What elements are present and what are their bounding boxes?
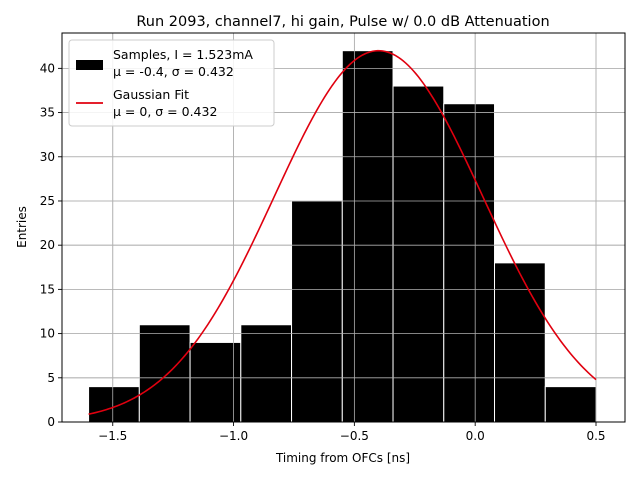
legend-fit-label: Gaussian Fit — [113, 87, 189, 102]
histogram-bar — [544, 386, 597, 423]
y-axis-ticks: 0 5 10 15 20 25 30 35 40 — [40, 61, 62, 429]
legend: Samples, I = 1.523mA μ = -0.4, σ = 0.432… — [68, 39, 275, 127]
plot-frame — [61, 32, 626, 423]
y-axis-label: Entries — [15, 206, 29, 248]
x-axis-label: Timing from OFCs [ns] — [275, 451, 410, 465]
histogram-bar — [240, 324, 293, 423]
histogram-bar — [341, 50, 394, 423]
histogram-bar — [88, 386, 140, 423]
x-tick-label: 0.0 — [466, 429, 485, 443]
y-tick-label: 15 — [40, 282, 55, 296]
x-tick-label: −0.5 — [340, 429, 369, 443]
y-tick-label: 25 — [40, 194, 55, 208]
histogram-bar — [443, 103, 496, 423]
histogram-bar — [494, 262, 546, 423]
x-axis-ticks: −1.5 −1.0 −0.5 0.0 0.5 — [98, 422, 606, 443]
histogram-bar — [138, 324, 191, 423]
legend-box — [68, 39, 275, 127]
x-tick-label: −1.5 — [98, 429, 127, 443]
y-tick-label: 10 — [40, 327, 55, 341]
y-tick-label: 30 — [40, 150, 55, 164]
legend-samples-patch — [76, 60, 103, 70]
legend-fit-stats: μ = 0, σ = 0.432 — [113, 104, 217, 119]
x-tick-label: −1.0 — [219, 429, 248, 443]
gaussian-fit-curve — [88, 49, 597, 415]
legend-samples-label: Samples, I = 1.523mA — [113, 47, 253, 62]
chart-title: Run 2093, channel7, hi gain, Pulse w/ 0.… — [136, 14, 549, 30]
legend-samples-stats: μ = -0.4, σ = 0.432 — [113, 64, 234, 79]
histogram-bar — [291, 200, 343, 423]
x-tick-label: 0.5 — [586, 429, 605, 443]
gaussian-fit — [88, 49, 597, 415]
y-tick-label: 35 — [40, 106, 55, 120]
histogram-bar — [189, 341, 242, 423]
y-tick-label: 0 — [47, 415, 55, 429]
histogram-bar — [392, 85, 445, 423]
y-tick-label: 5 — [47, 371, 55, 385]
y-tick-label: 20 — [40, 238, 55, 252]
y-tick-label: 40 — [40, 61, 55, 75]
